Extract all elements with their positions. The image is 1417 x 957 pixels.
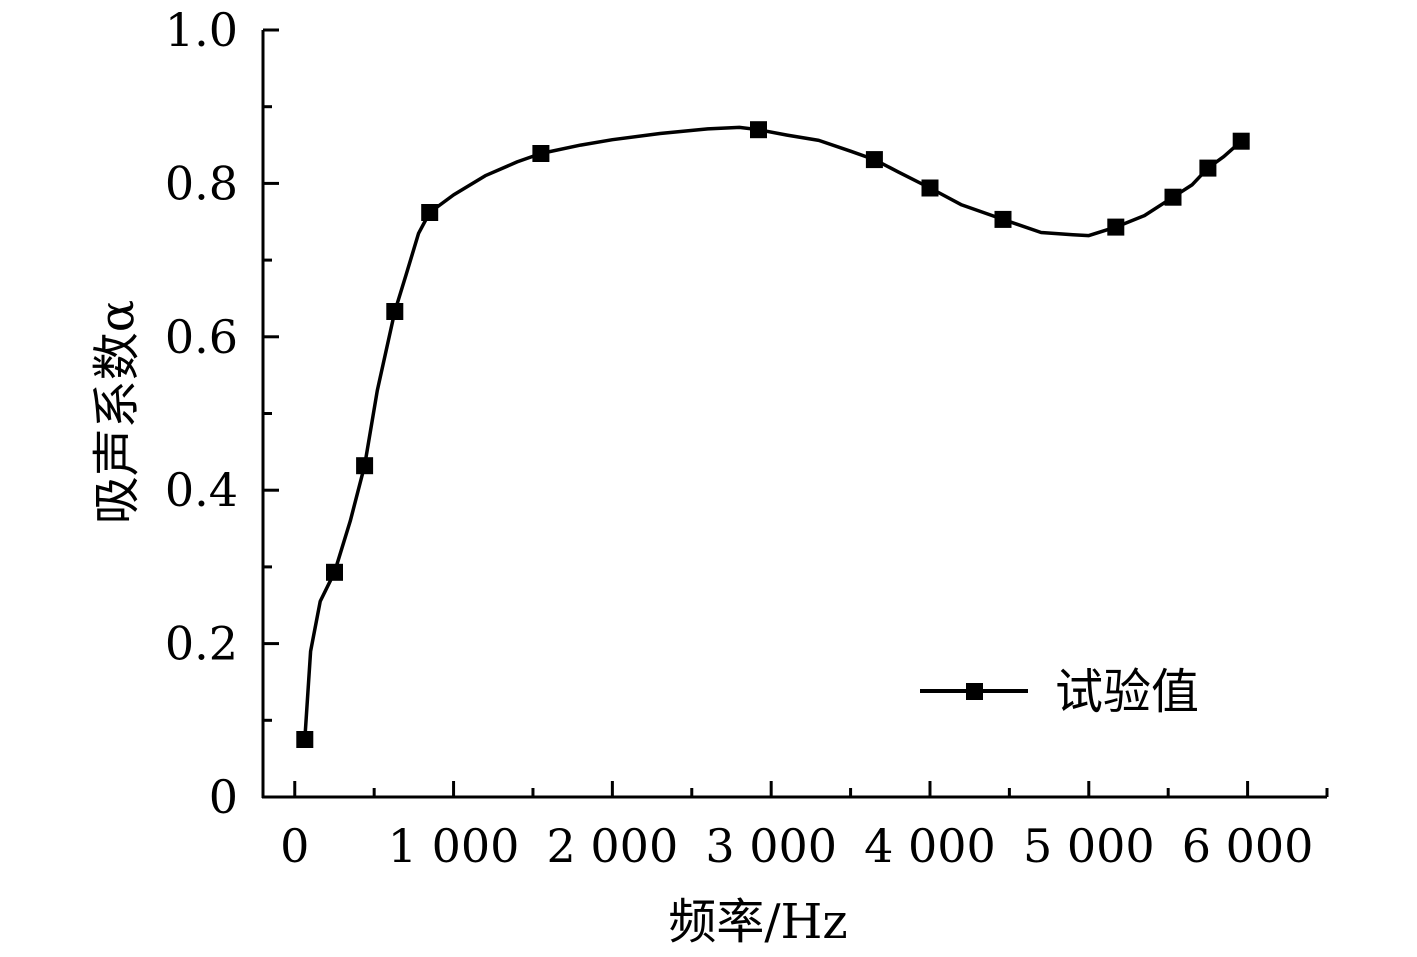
series-markers <box>296 121 1250 748</box>
x-tick-label: 3 000 <box>705 819 837 873</box>
data-point-marker <box>1107 218 1125 236</box>
y-tick-label: 0.8 <box>165 156 238 210</box>
series-curve <box>303 125 1243 742</box>
y-tick-label: 1.0 <box>165 3 238 57</box>
y-tick-label: 0 <box>209 770 238 824</box>
y-tick-label: 0.6 <box>165 310 238 364</box>
data-point-marker <box>1164 188 1182 206</box>
data-point-marker <box>1199 159 1217 177</box>
x-tick-label: 5 000 <box>1023 819 1155 873</box>
data-point-marker <box>421 204 439 221</box>
legend-marker-sample <box>966 683 983 700</box>
data-point-marker <box>296 731 314 748</box>
y-tick-label: 0.4 <box>165 463 238 517</box>
legend-label: 试验值 <box>1055 664 1199 720</box>
data-point-marker <box>326 563 343 581</box>
data-point-marker <box>750 121 767 139</box>
data-point-marker <box>865 151 883 169</box>
x-tick-label: 2 000 <box>547 819 679 873</box>
data-point-marker <box>1232 132 1250 150</box>
x-tick-label: 0 <box>280 819 309 873</box>
y-tick-label: 0.2 <box>165 617 238 671</box>
data-point-marker <box>532 145 550 162</box>
x-tick-label: 4 000 <box>864 819 996 873</box>
legend: 试验值 <box>920 664 1199 720</box>
ticks: 0 0.2 0.4 0.6 0.8 1.0 0 1 000 2 000 3 000 4 000 5 0… <box>165 3 1329 873</box>
x-axis-title: 频率/Hz <box>668 894 847 950</box>
data-point-marker <box>386 303 404 320</box>
data-point-marker <box>994 210 1012 228</box>
x-tick-label: 1 000 <box>388 819 520 873</box>
data-point-marker <box>356 457 374 475</box>
data-point-marker <box>921 179 939 197</box>
series-line <box>303 125 1243 742</box>
y-axis-title: 吸声系数α <box>89 300 145 524</box>
x-tick-label: 6 000 <box>1182 819 1314 873</box>
